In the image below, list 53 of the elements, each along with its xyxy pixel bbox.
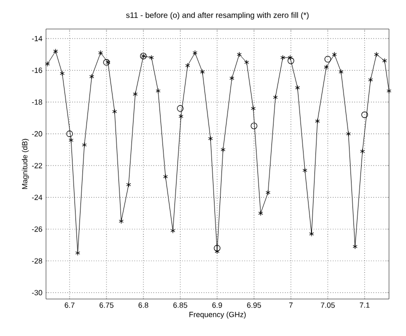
point — [126, 182, 131, 188]
point — [185, 62, 190, 68]
point — [75, 250, 80, 256]
point — [192, 50, 198, 56]
point — [266, 190, 270, 196]
point — [324, 56, 332, 62]
point — [258, 210, 264, 216]
point — [273, 94, 278, 100]
point — [346, 131, 351, 137]
point — [288, 57, 294, 64]
point — [103, 59, 110, 66]
point — [66, 130, 73, 138]
point — [230, 76, 234, 81]
point — [332, 52, 337, 58]
point — [374, 52, 379, 58]
point — [214, 248, 220, 254]
point — [324, 64, 329, 70]
point — [302, 168, 308, 174]
point — [295, 85, 300, 90]
point — [338, 69, 344, 75]
point — [382, 58, 387, 64]
point — [89, 74, 94, 80]
point — [244, 60, 250, 66]
point — [220, 147, 226, 152]
point — [82, 142, 87, 148]
point — [132, 91, 138, 97]
point — [156, 88, 160, 94]
point — [236, 52, 242, 58]
point — [149, 54, 154, 60]
point — [170, 228, 176, 234]
point — [118, 218, 124, 224]
point — [280, 54, 286, 60]
point — [214, 244, 220, 252]
point — [60, 70, 65, 76]
point — [250, 106, 256, 112]
point — [163, 174, 168, 180]
point — [176, 105, 184, 112]
point — [68, 137, 74, 143]
point — [112, 108, 117, 114]
point — [200, 69, 205, 75]
point — [98, 50, 103, 56]
point — [361, 111, 368, 118]
point — [208, 136, 213, 142]
point — [309, 231, 314, 237]
point — [315, 118, 320, 124]
point — [178, 114, 184, 120]
point — [250, 122, 258, 130]
point — [53, 48, 58, 54]
point — [106, 60, 110, 66]
point — [288, 54, 293, 60]
point — [360, 148, 365, 154]
point — [352, 244, 358, 250]
point — [368, 77, 373, 83]
